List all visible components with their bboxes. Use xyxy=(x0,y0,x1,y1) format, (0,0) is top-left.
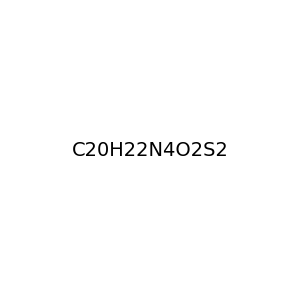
Text: C20H22N4O2S2: C20H22N4O2S2 xyxy=(72,140,228,160)
